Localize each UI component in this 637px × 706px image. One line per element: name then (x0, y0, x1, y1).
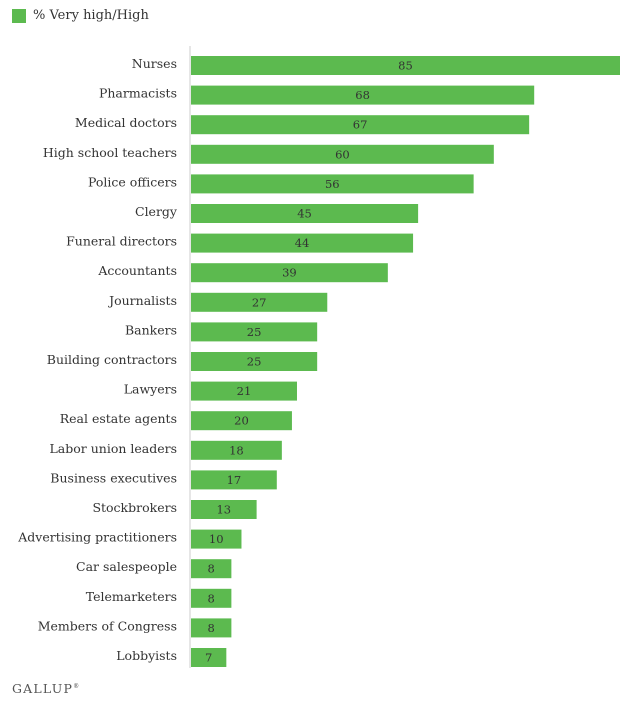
category-label: Real estate agents (60, 411, 177, 426)
value-label: 85 (398, 59, 413, 73)
bar-journalists (191, 292, 328, 312)
bar-clergy (191, 204, 419, 223)
bar-advertising-practitioners (191, 529, 242, 549)
value-label: 21 (237, 384, 252, 398)
value-label: 17 (227, 473, 242, 487)
category-label: Medical doctors (75, 115, 177, 130)
category-label: Labor union leaders (49, 441, 177, 456)
bar-lobbyists (191, 648, 227, 667)
category-label: Telemarketers (86, 589, 177, 604)
bar-pharmacists (191, 85, 535, 105)
value-label: 44 (295, 236, 310, 250)
bar-police-officers (191, 174, 474, 194)
category-label: Lobbyists (116, 648, 177, 663)
value-label: 45 (297, 207, 312, 221)
bar-business-executives (191, 470, 277, 490)
value-label: 8 (208, 621, 215, 635)
value-label: 13 (216, 503, 231, 517)
category-label: Business executives (50, 470, 177, 485)
bar-car-salespeople (191, 559, 232, 579)
value-label: 39 (282, 266, 297, 280)
category-label: Bankers (125, 322, 177, 337)
bar-building-contractors (191, 352, 318, 371)
value-label: 27 (252, 295, 267, 309)
category-label: Building contractors (47, 352, 177, 367)
bar-accountants (191, 263, 388, 283)
category-label: Pharmacists (99, 86, 177, 101)
legend-label: % Very high/High (33, 8, 149, 23)
bar-lawyers (191, 381, 297, 401)
category-label: Lawyers (124, 382, 177, 397)
bar-stockbrokers (191, 500, 257, 519)
value-label: 60 (335, 147, 350, 161)
value-label: 7 (205, 651, 212, 665)
category-label: Funeral directors (66, 234, 177, 249)
bar-labor-union-leaders (191, 440, 282, 460)
bar-telemarketers (191, 588, 232, 608)
bar-funeral-directors (191, 233, 414, 253)
category-label: Stockbrokers (92, 500, 177, 515)
category-label: Members of Congress (38, 618, 177, 633)
category-label: Police officers (88, 174, 177, 189)
bar-high-school-teachers (191, 144, 494, 164)
value-label: 67 (353, 118, 368, 132)
bar-nurses (191, 56, 620, 75)
brand-name: GALLUP (12, 681, 74, 696)
category-label: Nurses (132, 56, 177, 71)
brand-logo: GALLUP® (12, 681, 80, 696)
value-label: 8 (208, 562, 215, 576)
category-label: Advertising practitioners (17, 530, 177, 545)
legend-swatch (12, 8, 26, 23)
value-label: 18 (229, 443, 244, 457)
category-label: Car salespeople (76, 559, 177, 574)
category-label: Accountants (97, 263, 177, 278)
value-label: 20 (234, 414, 249, 428)
bar-bankers (191, 322, 318, 342)
value-label: 25 (247, 355, 262, 369)
value-label: 8 (208, 591, 215, 605)
bars-group: Nurses 85 Pharmacists 68 Medical doctors 67 Hi… (17, 56, 620, 667)
bar-real-estate-agents (191, 411, 292, 431)
value-label: 25 (247, 325, 262, 339)
bar-medical-doctors (191, 115, 530, 135)
value-label: 10 (209, 532, 224, 546)
value-label: 56 (325, 177, 340, 191)
category-label: Clergy (135, 204, 178, 219)
category-label: High school teachers (43, 145, 177, 160)
bar-members-of-congress (191, 618, 232, 638)
category-label: Journalists (107, 293, 177, 308)
value-label: 68 (355, 88, 370, 102)
brand-mark: ® (73, 682, 81, 690)
legend: % Very high/High (12, 8, 149, 23)
